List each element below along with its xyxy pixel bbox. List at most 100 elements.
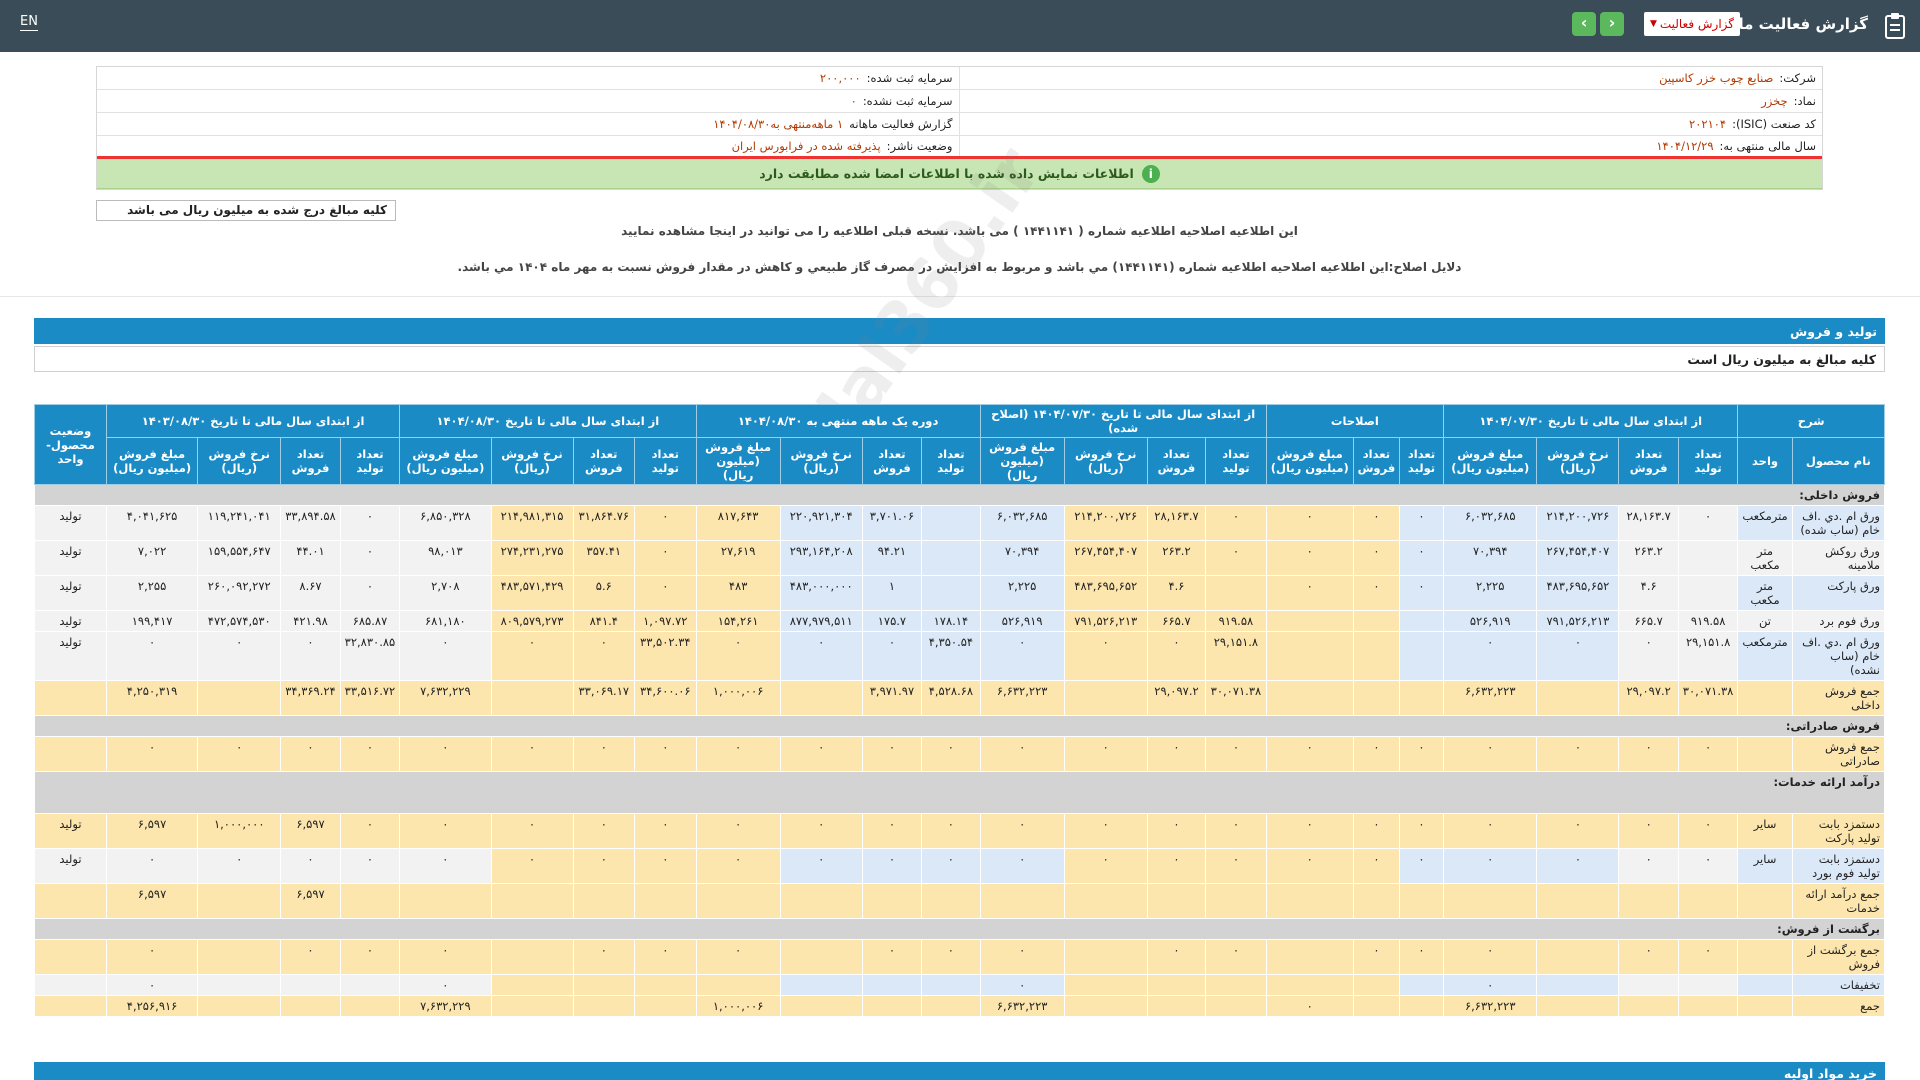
value-cell: ۲۶۷,۴۵۴,۴۰۷ [1063, 540, 1148, 576]
value-cell [1677, 974, 1739, 996]
product-name: جمع فروش صادراتی [1791, 736, 1886, 772]
group-header: از ابتدای سال مالی تا تاریخ ۱۴۰۴/۰۸/۳۰ [399, 404, 697, 438]
language-switch-link[interactable]: EN [20, 14, 38, 31]
value-cell: ۰ [1063, 631, 1148, 681]
value-cell: ۰ [1265, 505, 1354, 541]
symbol-label: نماد: [1793, 94, 1816, 108]
column-header-sales-qty: تعداد فروش [861, 437, 923, 485]
value-cell: ۱,۰۰۰,۰۰۶ [695, 995, 781, 1017]
value-cell: ۰ [1443, 736, 1538, 772]
value-cell [197, 974, 282, 996]
column-header-prod-qty: تعداد تولید [1398, 437, 1445, 485]
value-cell: ۳۴,۶۰۰.۰۶ [634, 680, 697, 716]
value-cell: ۲۹۳,۱۶۴,۲۰۸ [779, 540, 863, 576]
value-cell: ۸.۶۷ [280, 575, 341, 611]
value-cell: ۰ [921, 813, 981, 849]
value-cell: ۰ [634, 736, 697, 772]
company-label: شرکت: [1779, 71, 1816, 85]
value-cell [1063, 680, 1148, 716]
value-cell: ۰ [105, 736, 199, 772]
product-name: ورق فوم برد [1791, 610, 1886, 632]
value-cell: ۰ [779, 736, 863, 772]
unit-cell [1737, 995, 1793, 1017]
value-cell: ۰ [1443, 813, 1538, 849]
value-cell: ۰ [1146, 813, 1207, 849]
value-cell [1677, 995, 1739, 1017]
status-cell: تولید [34, 610, 107, 632]
value-cell: ۰ [1265, 736, 1354, 772]
value-cell [861, 995, 923, 1017]
value-cell: ۰ [1063, 848, 1148, 884]
value-cell: ۳۳,۰۶۹.۱۷ [572, 680, 636, 716]
product-name: ورق ام .دي .اف خام (ساب شده) [1791, 505, 1886, 541]
value-cell: ۰ [1352, 736, 1400, 772]
value-cell [779, 680, 863, 716]
divider [0, 296, 1920, 297]
status-cell [34, 974, 107, 996]
value-cell [779, 939, 863, 975]
value-cell: ۴,۲۵۰,۳۱۹ [105, 680, 199, 716]
info-row: کد صنعت (ISIC): ۲۰۲۱۰۴ گزارش فعالیت ماهان… [97, 113, 1822, 136]
value-cell [1265, 631, 1354, 681]
value-cell: ۰ [921, 939, 981, 975]
value-cell: ۲۹,۱۵۱.۸ [1205, 631, 1267, 681]
value-cell: ۲۶۳.۲ [1146, 540, 1207, 576]
value-cell: ۰ [979, 939, 1065, 975]
group-header: اصلاحات [1265, 404, 1445, 438]
report-type-select[interactable]: گزارش فعالیت ▼ [1644, 12, 1740, 36]
value-cell: ۱,۰۹۷.۷۲ [634, 610, 697, 632]
value-cell: ۰ [779, 631, 863, 681]
value-cell: ۳,۹۷۱.۹۷ [861, 680, 923, 716]
value-cell [1618, 883, 1679, 919]
value-cell: ۴۸۳ [695, 575, 781, 611]
value-cell [695, 883, 781, 919]
value-cell [490, 680, 574, 716]
group-row: فروش داخلی: [34, 484, 1885, 506]
value-cell [1536, 680, 1620, 716]
value-cell: ۰ [1677, 505, 1739, 541]
next-report-button[interactable]: › [1600, 12, 1624, 36]
table-row: ورق ام .دي .اف خام (ساب شده) مترمکعب ۰ ۲۸,۱… [34, 505, 1886, 541]
status-cell: تولید [34, 575, 107, 611]
product-name: جمع برگشت از فروش [1791, 939, 1886, 975]
value-cell [921, 995, 981, 1017]
value-cell: ۰ [861, 631, 923, 681]
value-cell: ۰ [105, 974, 199, 996]
value-cell [1398, 995, 1445, 1017]
value-cell: ۰ [1536, 848, 1620, 884]
registered-capital-value: ۲۰۰,۰۰۰ [819, 71, 861, 85]
verification-alert-text: اطلاعات نمایش داده شده با اطلاعات امضا ش… [759, 166, 1134, 181]
value-cell [1352, 631, 1400, 681]
previous-report-button[interactable]: ‹ [1572, 12, 1596, 36]
value-cell: ۰ [634, 848, 697, 884]
group-label: برگشت از فروش: [34, 918, 1885, 940]
value-cell: ۰ [921, 736, 981, 772]
value-cell: ۰ [1205, 848, 1267, 884]
unit-cell [1737, 736, 1793, 772]
value-cell [1618, 974, 1679, 996]
group-row: درآمد ارائه خدمات: [34, 771, 1885, 814]
value-cell: ۰ [105, 939, 199, 975]
column-header-sales-rate: نرخ فروش (ریال) [1063, 437, 1148, 485]
group-label: فروش صادراتی: [34, 715, 1885, 737]
value-cell: ۰ [861, 813, 923, 849]
value-cell: ۴.۶ [1146, 575, 1207, 611]
value-cell: ۲۱۴,۲۰۰,۷۲۶ [1063, 505, 1148, 541]
value-cell: ۰ [979, 631, 1065, 681]
correction-notice-link[interactable]: این اطلاعیه اصلاحیه اطلاعیه شماره ( ۱۴۴۱… [621, 224, 1298, 238]
value-cell [1352, 974, 1400, 996]
value-cell: ۰ [1265, 848, 1354, 884]
value-cell: ۰ [490, 848, 574, 884]
value-cell: ۸۱۷,۶۴۳ [695, 505, 781, 541]
sub-header-row: نام محصول واحد تعداد تولید تعداد فروش نرخ فر… [35, 437, 1886, 485]
value-cell: ۰ [1618, 939, 1679, 975]
column-header-sales-rate: نرخ فروش (ریال) [490, 437, 574, 485]
isic-value: ۲۰۲۱۰۴ [1689, 117, 1727, 131]
symbol-value: چخزر [1761, 94, 1788, 108]
value-cell: ۰ [1352, 575, 1400, 611]
value-cell: ۰ [280, 631, 341, 681]
value-cell: ۰ [979, 848, 1065, 884]
status-cell: تولید [34, 848, 107, 884]
value-cell: ۶,۸۵۰,۳۲۸ [399, 505, 492, 541]
value-cell: ۰ [1265, 995, 1354, 1017]
